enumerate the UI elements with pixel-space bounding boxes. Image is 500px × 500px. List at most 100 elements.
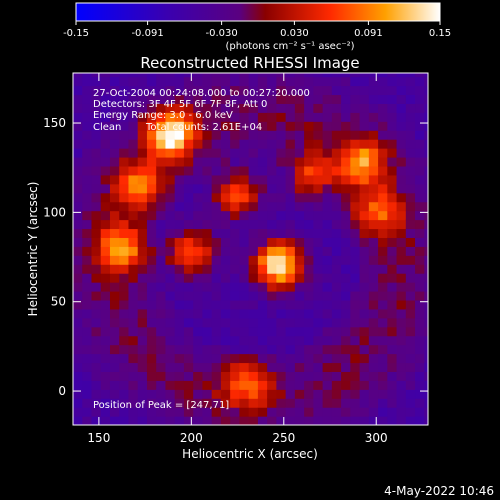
- heatmap-cell: [73, 290, 83, 301]
- heatmap-cell: [119, 264, 130, 274]
- heatmap-cell: [146, 264, 157, 274]
- heatmap-cell: [313, 192, 324, 203]
- heatmap-cell: [387, 139, 398, 149]
- heatmap-cell: [109, 85, 120, 96]
- heatmap-cell: [415, 398, 425, 408]
- heatmap-cell: [368, 398, 379, 408]
- heatmap-cell: [146, 282, 157, 292]
- heatmap-cell: [119, 273, 130, 283]
- heatmap-cell: [183, 165, 194, 176]
- heatmap-cell: [119, 353, 130, 364]
- colorbar-ticks: -0.15 -0.091 -0.030 0.030 0.091 0.15: [63, 21, 451, 39]
- heatmap-cell: [257, 73, 268, 78]
- heatmap-cell: [285, 219, 296, 230]
- heatmap-cell: [313, 344, 324, 355]
- heatmap-cell: [128, 290, 139, 301]
- heatmap-cell: [202, 326, 213, 337]
- heatmap-cell: [257, 398, 268, 408]
- heatmap-cell: [248, 407, 259, 417]
- heatmap-cell: [415, 139, 425, 149]
- heatmap-cell: [341, 103, 351, 113]
- heatmap-cell: [405, 344, 416, 355]
- heatmap-cell: [128, 156, 139, 167]
- heatmap-cell: [119, 94, 130, 104]
- heatmap-cell: [230, 237, 241, 247]
- y-tick-label: 50: [51, 295, 66, 309]
- heatmap-cell: [276, 299, 287, 310]
- heatmap-cell: [100, 192, 111, 203]
- heatmap-cell: [82, 335, 93, 346]
- heatmap-cell: [387, 121, 398, 131]
- heatmap-cell: [341, 85, 351, 96]
- heatmap-cell: [100, 317, 111, 328]
- heatmap-cell: [230, 317, 241, 328]
- heatmap-cell: [137, 362, 148, 372]
- heatmap-cell: [82, 139, 93, 149]
- heatmap-cell: [202, 264, 213, 274]
- heatmap-cell: [202, 94, 213, 104]
- heatmap-cell: [257, 380, 268, 390]
- heatmap-cell: [109, 335, 120, 346]
- heatmap-cell: [285, 264, 296, 274]
- heatmap-cell: [378, 237, 388, 247]
- heatmap-cell: [137, 282, 148, 292]
- heatmap-cell: [73, 219, 83, 230]
- heatmap-cell: [137, 94, 148, 104]
- heatmap-cell: [202, 362, 213, 372]
- heatmap-cell: [165, 255, 176, 265]
- heatmap-cell: [304, 156, 314, 167]
- heatmap-cell: [239, 362, 250, 372]
- heatmap-cell: [341, 335, 351, 346]
- heatmap-cell: [350, 103, 361, 113]
- heatmap-cell: [100, 246, 111, 256]
- heatmap-cell: [137, 139, 148, 149]
- heatmap-cell: [174, 282, 185, 292]
- colorbar-tick-label: 0.030: [280, 28, 309, 39]
- heatmap-cell: [119, 85, 130, 96]
- heatmap-cell: [165, 76, 176, 87]
- heatmap-image: [73, 73, 428, 425]
- heatmap-cell: [304, 94, 314, 104]
- heatmap-cell: [119, 407, 130, 417]
- heatmap-cell: [174, 255, 185, 265]
- heatmap-cell: [230, 94, 241, 104]
- heatmap-cell: [109, 371, 120, 381]
- heatmap-cell: [73, 148, 83, 158]
- heatmap-cell: [285, 317, 296, 328]
- heatmap-cell: [100, 407, 111, 417]
- heatmap-cell: [396, 353, 407, 364]
- heatmap-cell: [174, 103, 185, 113]
- heatmap-cell: [220, 317, 231, 328]
- heatmap-cell: [313, 219, 324, 230]
- heatmap-cell: [304, 246, 314, 256]
- heatmap-cell: [313, 94, 324, 104]
- annotation-detectors: Detectors: 3F 4F 5F 6F 7F 8F, Att 0: [93, 99, 267, 110]
- heatmap-cell: [82, 121, 93, 131]
- heatmap-cell: [165, 308, 176, 319]
- heatmap-cell: [341, 73, 351, 78]
- heatmap-cell: [128, 317, 139, 328]
- heatmap-cell: [146, 130, 157, 140]
- heatmap-cell: [368, 246, 379, 256]
- heatmap-cell: [91, 389, 102, 399]
- heatmap-cell: [128, 389, 139, 399]
- heatmap-cell: [146, 228, 157, 238]
- heatmap-cell: [119, 326, 130, 337]
- heatmap-cell: [109, 201, 120, 212]
- heatmap-cell: [378, 130, 388, 140]
- heatmap-cell: [368, 237, 379, 247]
- heatmap-cell: [285, 371, 296, 381]
- heatmap-cell: [239, 290, 250, 301]
- heatmap-cell: [313, 362, 324, 372]
- heatmap-cell: [220, 201, 231, 212]
- heatmap-cell: [331, 344, 342, 355]
- heatmap-cell: [341, 174, 351, 185]
- heatmap-cell: [91, 398, 102, 408]
- heatmap-cell: [91, 353, 102, 364]
- heatmap-cell: [424, 192, 428, 203]
- heatmap-cell: [294, 103, 305, 113]
- heatmap-cell: [73, 112, 83, 122]
- heatmap-cell: [359, 76, 370, 87]
- heatmap-cell: [322, 326, 333, 337]
- heatmap-cell: [193, 85, 204, 96]
